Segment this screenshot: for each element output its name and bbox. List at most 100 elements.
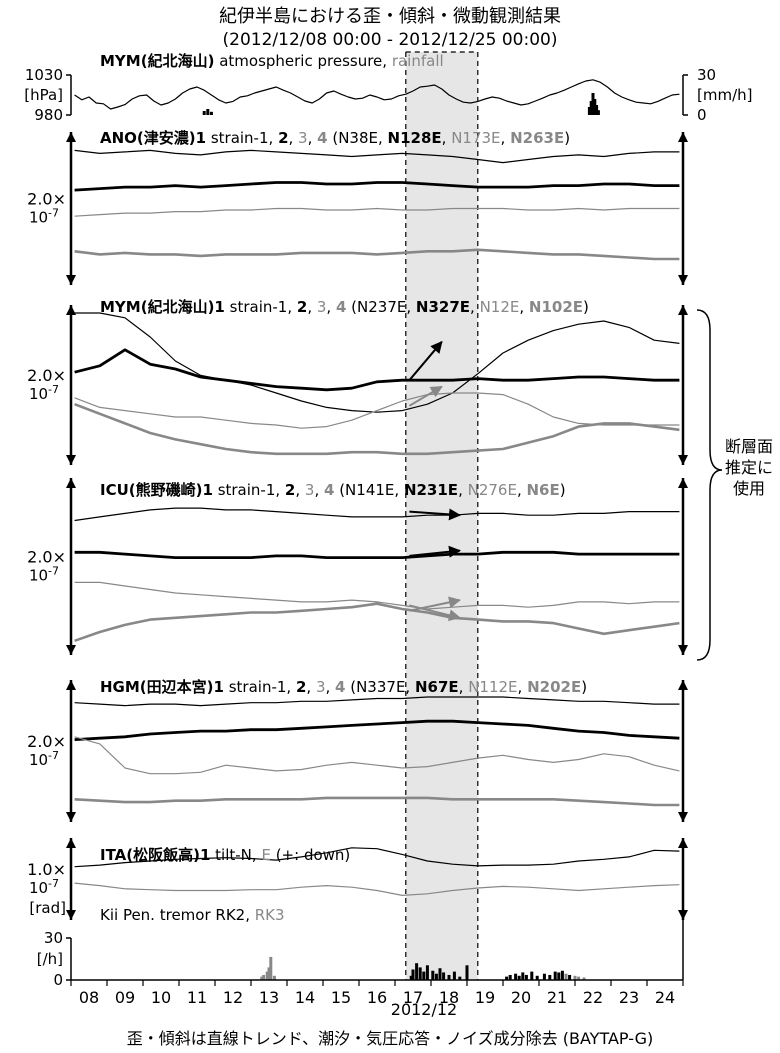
- mym-label-part-7: N327E: [416, 298, 470, 316]
- ano-scale-unit: 10-7: [29, 207, 59, 227]
- mym_atm-bar-5: [589, 101, 593, 115]
- ita-label-part-2: (+: down): [271, 846, 350, 864]
- ano-label-part-4: ,: [308, 129, 318, 147]
- tremor-bar-36: [573, 975, 577, 980]
- x-tick-label-12: 12: [223, 988, 243, 1007]
- ano-label-part-11: N263E: [510, 129, 564, 147]
- hgm-edge-arrow-up-1: [66, 680, 76, 690]
- hgm-scale-value: 2.0×: [27, 732, 66, 751]
- mym_atm-bar-4: [587, 107, 591, 115]
- icu-label-part-9: N276E: [468, 481, 517, 499]
- icu-edge-arrow-up-1: [66, 478, 76, 488]
- ita-label-part-1: E: [261, 846, 270, 864]
- ano-label-part-8: ,: [442, 129, 452, 147]
- hgm-label-part-0: strain-1,: [224, 678, 296, 696]
- tremor-bar-22: [508, 974, 512, 980]
- ita-edge-arrow-down-1: [66, 910, 76, 920]
- tremor-bar-4: [267, 967, 271, 980]
- tremor-left-tick-3: 0: [53, 971, 63, 989]
- ita-scale-unit2: [rad]: [29, 899, 66, 917]
- tremor-bar-26: [524, 974, 528, 980]
- tremor-bar-2: [262, 974, 266, 980]
- tremor-bar-14: [434, 973, 438, 980]
- tremor-bar-10: [418, 967, 422, 980]
- hgm-edge-arrow-up-2: [678, 680, 688, 690]
- hgm-label-part-6: (N337E,: [345, 678, 415, 696]
- icu-label-part-11: N6E: [527, 481, 560, 499]
- mym-label-part-4: ,: [326, 298, 336, 316]
- mym-label-part-5: 4: [336, 298, 346, 316]
- icu-label-part-7: N231E: [404, 481, 458, 499]
- tremor-bar-25: [521, 972, 525, 980]
- mym-label-part-8: ,: [470, 298, 480, 316]
- tremor-bar-12: [425, 965, 429, 980]
- mym-label-part-1: 2: [297, 298, 307, 316]
- hgm-label-part-10: ,: [518, 678, 528, 696]
- hgm-label-part-2: ,: [306, 678, 316, 696]
- ita-label-part-0: tilt-N,: [210, 846, 261, 864]
- mym_atm-left-tick-2: [hPa]: [24, 86, 63, 104]
- mym-edge-arrow-down-1: [66, 455, 76, 465]
- tremor-bar-3: [265, 971, 269, 980]
- tremor-bar-21: [505, 976, 509, 980]
- mym-label-part-10: ,: [519, 298, 529, 316]
- mym-label-part-9: N12E: [480, 298, 520, 316]
- tremor-bar-19: [458, 976, 462, 980]
- mym_atm-label: MYM(紀北海山) atmospheric pressure, rainfall: [100, 52, 444, 70]
- mym-label-part-0: strain-1,: [225, 298, 297, 316]
- ano-series-4: [74, 248, 680, 261]
- x-tick-label-22: 22: [583, 988, 603, 1007]
- mym_atm-right-tick-2: [mm/h]: [697, 86, 753, 104]
- tremor-left-tick-2: [/h]: [37, 950, 63, 968]
- icu-label-part-1: 2: [285, 481, 295, 499]
- x-tick-label-11: 11: [187, 988, 207, 1007]
- panel-mym: 2.0×10-7 MYM(紀北海山)1 strain-1, 2, 3, 4 (N2…: [27, 298, 688, 465]
- ita-title: ITA(松阪飯高)1: [100, 846, 210, 864]
- mym_atm-bar-9: [596, 110, 600, 115]
- hgm-label: HGM(田辺本宮)1 strain-1, 2, 3, 4 (N337E, N67…: [100, 678, 587, 696]
- icu-scale-unit: 10-7: [29, 565, 59, 585]
- hgm-label-part-12: ): [581, 678, 587, 696]
- panel-tremor: 30 [/h] 0 Kii Pen. tremor RK2, RK3: [37, 906, 684, 989]
- footer-note: 歪・傾斜は直線トレンド、潮汐・気圧応答・ノイズ成分除去 (BAYTAP-G): [127, 1029, 653, 1048]
- icu-label-part-0: strain-1,: [213, 481, 285, 499]
- ano-edge-arrow-up-2: [678, 132, 688, 142]
- tremor-bar-24: [517, 975, 521, 980]
- icu-trend-arrow-4: [409, 604, 461, 622]
- mym-trend-arrow-2: [408, 385, 443, 407]
- ano-series-3: [74, 207, 680, 217]
- mym_atm-bar-7: [593, 99, 597, 115]
- tremor-bar-30: [548, 974, 552, 980]
- tremor-bar-37: [577, 976, 581, 980]
- x-tick-label-13: 13: [259, 988, 279, 1007]
- panel-mym_atm: 1030 [hPa] 980 30 [mm/h] 0 MYM(紀北海山) atmospher…: [24, 52, 752, 124]
- ano-edge-arrow-down-1: [66, 275, 76, 285]
- ita-scale-unit: 10-7: [29, 877, 59, 897]
- mym_atm-bar-2: [206, 109, 210, 115]
- icu-trend-arrow-1: [409, 508, 461, 521]
- ano-series-1: [74, 149, 680, 164]
- tremor-bar-35: [568, 974, 572, 980]
- x-tick-label-19: 19: [475, 988, 495, 1007]
- icu-label-part-12: ): [560, 481, 566, 499]
- x-tick-label-24: 24: [655, 988, 675, 1007]
- tremor-bar-11: [422, 971, 426, 980]
- hgm-label-part-11: N202E: [527, 678, 581, 696]
- icu-label-part-4: ,: [314, 481, 324, 499]
- icu-edge-arrow-down-1: [66, 645, 76, 655]
- mym-scale-unit: 10-7: [29, 383, 59, 403]
- hgm-label-part-7: N67E: [415, 678, 459, 696]
- icu-series-4: [74, 602, 680, 643]
- ita-label: ITA(松阪飯高)1 tilt-N, E (+: down): [100, 846, 350, 864]
- x-tick-label-23: 23: [619, 988, 639, 1007]
- mym-series-3: [74, 392, 680, 429]
- hgm-label-part-3: 3: [316, 678, 326, 696]
- icu-edge-arrow-down-2: [678, 645, 688, 655]
- x-tick-label-10: 10: [151, 988, 171, 1007]
- mym_atm-right-tick-1: 30: [697, 66, 716, 84]
- icu-label-part-3: 3: [305, 481, 315, 499]
- ano-series-2: [74, 181, 680, 192]
- tremor-bar-18: [452, 971, 456, 980]
